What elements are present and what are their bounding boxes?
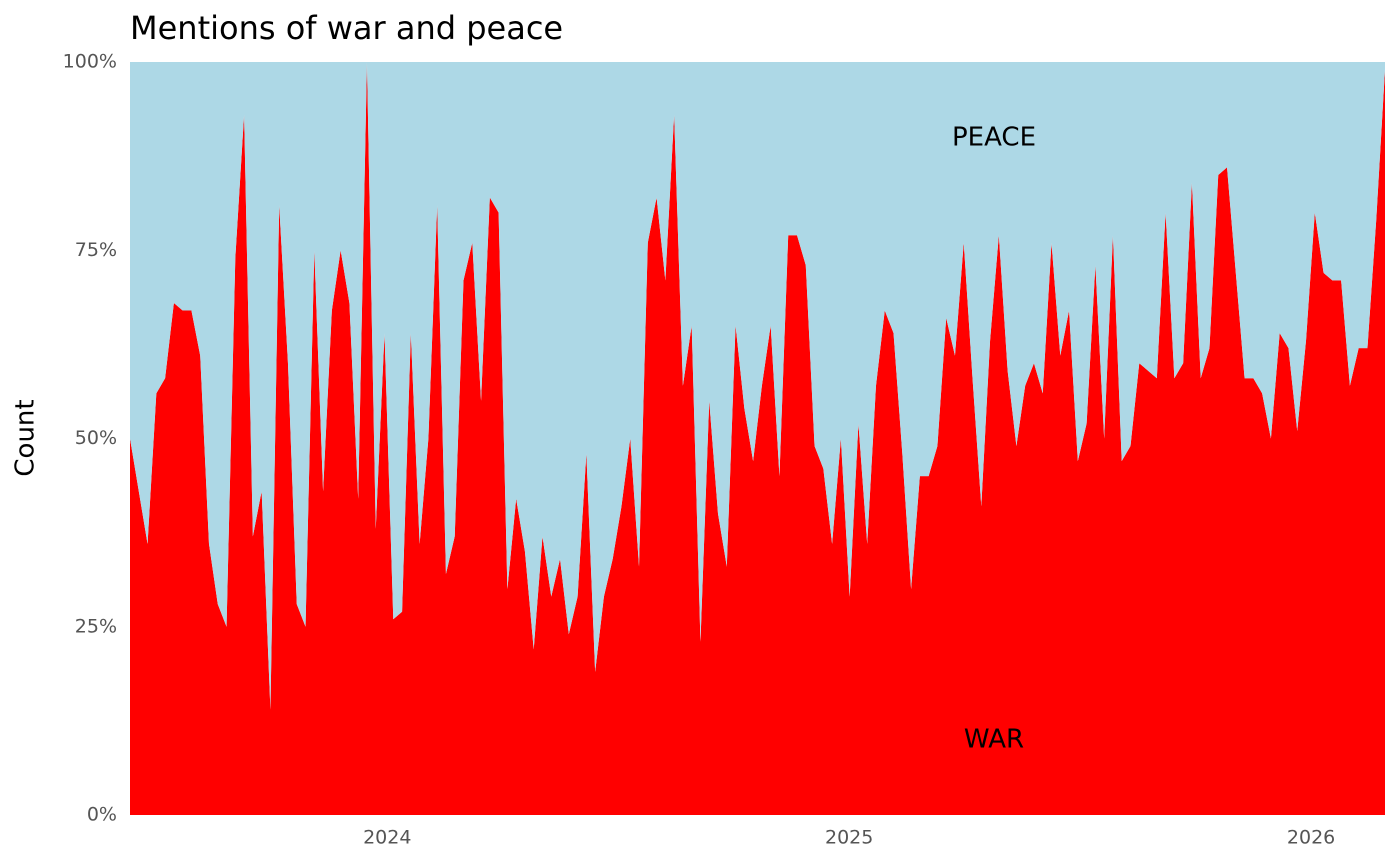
area bbox=[130, 62, 1385, 815]
area bbox=[130, 62, 1385, 710]
y-tick-label: 100% bbox=[63, 51, 117, 73]
area-label: PEACE bbox=[952, 123, 1036, 153]
y-tick-label: 75% bbox=[75, 239, 117, 261]
x-tick-label: 2024 bbox=[363, 827, 411, 849]
y-axis-label: Count bbox=[11, 399, 41, 476]
x-tick-label: 2025 bbox=[825, 827, 873, 849]
x-tick-label: 2026 bbox=[1287, 827, 1335, 849]
area-label: WAR bbox=[964, 725, 1024, 755]
y-tick-label: 0% bbox=[87, 804, 117, 826]
y-tick-label: 25% bbox=[75, 615, 117, 637]
chart-title: Mentions of war and peace bbox=[130, 9, 563, 47]
y-tick-label: 50% bbox=[75, 427, 117, 449]
